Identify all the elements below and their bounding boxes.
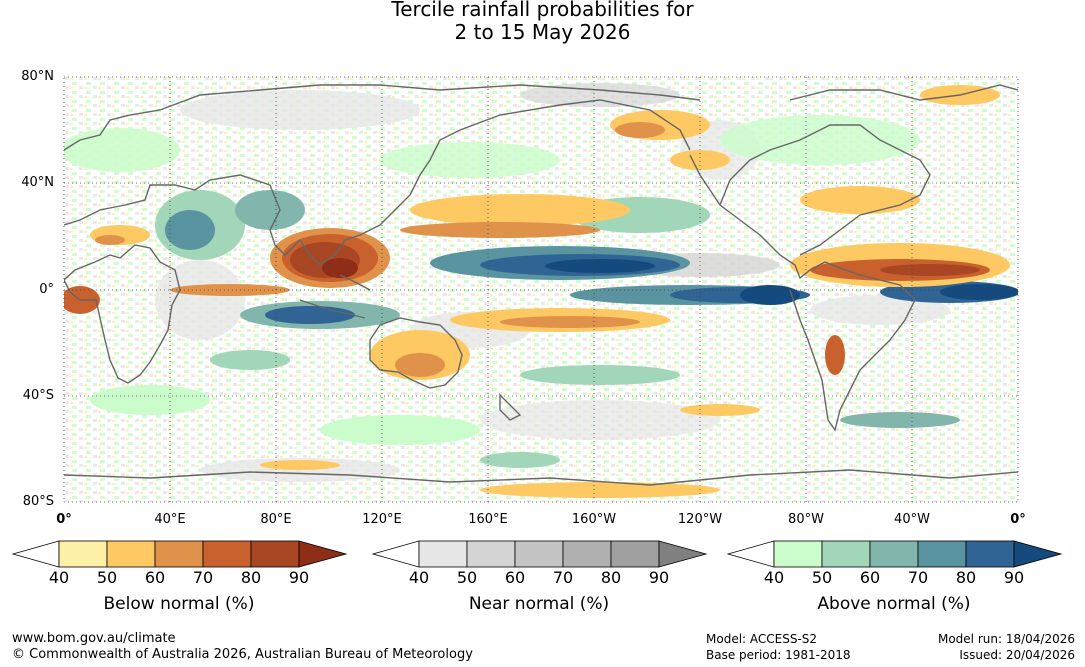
legend-tick-label: 60 — [859, 568, 881, 587]
legend-swatch — [418, 540, 468, 568]
legend-tick-label: 80 — [955, 568, 977, 587]
legend-swatch — [917, 540, 967, 568]
legend-swatch — [106, 540, 156, 568]
lon-tick-label: 0° — [1010, 512, 1026, 527]
legend-tick-label: 50 — [456, 568, 478, 587]
legend-swatch — [869, 540, 919, 568]
lon-tick-label: 160°W — [571, 512, 617, 527]
legend-swatch — [58, 540, 108, 568]
lat-tick-label: 40°S — [22, 387, 54, 403]
legend-high-triangle — [658, 540, 708, 568]
legend-swatch — [466, 540, 516, 568]
lon-tick-label: 120°W — [677, 512, 723, 527]
legend-low-triangle — [727, 540, 775, 568]
legend-tick-label: 80 — [600, 568, 622, 587]
lon-tick-label: 160°E — [468, 512, 508, 527]
lat-tick-label: 0° — [39, 281, 54, 297]
near-normal-regions — [155, 83, 950, 482]
legend-colorbar — [372, 540, 708, 568]
graticule — [64, 77, 1018, 502]
legend-low-triangle — [12, 540, 60, 568]
legend-tick-label: 90 — [1003, 568, 1025, 587]
legend-tick-label: 90 — [288, 568, 310, 587]
legend-swatch — [250, 540, 300, 568]
legend-tick-label: 60 — [144, 568, 166, 587]
lat-tick-label: 80°S — [22, 494, 54, 509]
lon-tick-label: 120°E — [362, 512, 402, 527]
map-frame — [63, 76, 1019, 503]
legend-tick-label: 40 — [408, 568, 430, 587]
legend-tick-label: 90 — [648, 568, 670, 587]
legend-high-triangle — [298, 540, 348, 568]
legend-tick-label: 40 — [763, 568, 785, 587]
legend-swatch — [821, 540, 871, 568]
legend-title: Below normal (%) — [103, 594, 255, 614]
legend-swatch — [202, 540, 252, 568]
legend-swatch — [610, 540, 660, 568]
lon-tick-label: 0° — [56, 512, 72, 527]
legend-tick-label: 50 — [811, 568, 833, 587]
lat-tick-label: 80°N — [21, 69, 54, 84]
footer-base-period: Base period: 1981-2018 — [706, 648, 851, 662]
legend-tick-label: 50 — [96, 568, 118, 587]
legend-title: Above normal (%) — [817, 594, 971, 614]
lon-tick-label: 80°E — [260, 512, 292, 527]
map-title-line1: Tercile rainfall probabilities for — [391, 0, 694, 21]
legend-swatch — [965, 540, 1015, 568]
footer-website: www.bom.gov.au/climate — [12, 631, 176, 646]
legend-tick-label: 40 — [48, 568, 70, 587]
legend-tick-label: 70 — [907, 568, 929, 587]
above-normal-regions — [64, 115, 1018, 468]
legend-title: Near normal (%) — [468, 594, 610, 614]
lon-tick-label: 40°W — [894, 512, 930, 527]
legend-high-triangle — [1013, 540, 1063, 568]
coastlines — [64, 84, 1018, 486]
lon-tick-label: 40°E — [154, 512, 186, 527]
legend-swatch — [514, 540, 564, 568]
lon-tick-label: 80°W — [788, 512, 824, 527]
legend-swatch — [154, 540, 204, 568]
footer-copyright: © Commonwealth of Australia 2026, Austra… — [12, 647, 473, 662]
footer-issued: Issued: 20/04/2026 — [959, 648, 1075, 662]
legend-colorbar — [12, 540, 348, 568]
legend-tick-label: 60 — [504, 568, 526, 587]
map-field — [64, 77, 1018, 502]
legend-colorbar — [727, 540, 1063, 568]
legend-tick-label: 80 — [240, 568, 262, 587]
legend-low-triangle — [372, 540, 420, 568]
legend-swatch — [773, 540, 823, 568]
footer-model-run: Model run: 18/04/2026 — [937, 632, 1075, 646]
legend-tick-label: 70 — [552, 568, 574, 587]
lat-tick-label: 40°N — [21, 175, 54, 191]
legend-tick-label: 70 — [192, 568, 214, 587]
footer-model: Model: ACCESS-S2 — [706, 632, 818, 646]
legend-swatch — [562, 540, 612, 568]
map-title-line2: 2 to 15 May 2026 — [454, 20, 631, 44]
